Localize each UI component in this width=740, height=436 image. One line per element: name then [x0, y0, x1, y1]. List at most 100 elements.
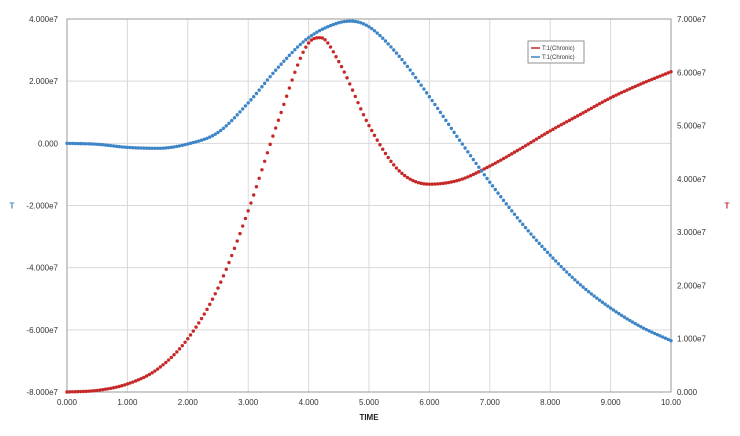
series-1-point	[312, 36, 316, 41]
series-1-point	[144, 374, 149, 378]
series-2-point	[416, 79, 421, 84]
series-2-point	[243, 104, 248, 108]
series-1-point	[562, 121, 566, 125]
series-2-point	[589, 292, 594, 296]
series-2-point	[543, 247, 547, 252]
series-1-point	[235, 239, 239, 243]
series-2-point	[570, 275, 574, 279]
series-2-point	[287, 53, 292, 58]
y-right-tick-label: 7.000e7	[677, 15, 706, 24]
series-1-point	[389, 159, 393, 164]
series-2-point	[499, 195, 503, 199]
series-2-point	[257, 88, 261, 92]
series-1-point	[70, 390, 75, 394]
series-1-point	[109, 386, 113, 390]
series-1-point	[392, 163, 396, 167]
series-1-point	[169, 355, 174, 360]
series-1-point	[586, 108, 591, 112]
series-1-point	[90, 389, 94, 393]
series-2-point	[186, 142, 190, 146]
series-2-point	[655, 332, 659, 337]
series-2-point	[628, 318, 632, 323]
series-1-point	[142, 375, 146, 380]
series-1-point	[394, 166, 399, 170]
series-2-point	[103, 143, 108, 147]
series-2-point	[666, 337, 670, 342]
series-1-point	[611, 94, 616, 99]
series-1-point	[641, 81, 646, 85]
series-2-point	[326, 25, 330, 29]
series-2-point	[455, 134, 459, 139]
series-2-point	[68, 141, 72, 146]
series-2-point	[230, 118, 234, 123]
series-2-point	[482, 173, 487, 177]
series-2-point	[518, 219, 522, 223]
series-1-point	[438, 181, 443, 186]
y-right-tick-label: 2.000e7	[677, 281, 706, 290]
series-1-point	[304, 45, 308, 49]
series-2-point	[90, 142, 94, 146]
series-2-point	[95, 142, 99, 146]
series-1-point	[529, 140, 533, 145]
series-2-point	[370, 26, 374, 31]
series-1-point	[350, 88, 355, 92]
series-1-point	[298, 56, 303, 61]
series-1-point	[589, 106, 594, 110]
y-left-tick-label: 4.000e7	[29, 15, 58, 24]
series-2-point	[435, 106, 440, 111]
series-2-point	[183, 142, 187, 147]
y-right-tick-label: 1.000e7	[677, 335, 706, 344]
series-1-point	[455, 179, 459, 183]
series-2-point	[235, 113, 239, 117]
series-1-point	[345, 76, 349, 80]
series-2-point	[282, 59, 286, 63]
series-1-point	[669, 70, 673, 74]
series-1-point	[150, 371, 154, 375]
x-tick-label: 1.000	[117, 398, 138, 407]
series-1-point	[136, 378, 141, 382]
series-2-point	[529, 232, 533, 236]
series-2-point	[136, 146, 141, 150]
series-2-point	[120, 145, 124, 149]
series-2-point	[92, 142, 97, 146]
series-1-point	[647, 78, 651, 83]
series-1-point	[370, 128, 374, 133]
series-1-point	[353, 94, 357, 99]
series-2-point	[490, 184, 495, 188]
series-1-point	[540, 134, 544, 138]
series-2-point	[262, 81, 267, 86]
legend-box	[527, 40, 585, 64]
series-2-point	[636, 323, 640, 327]
series-1-point	[655, 75, 659, 79]
series-1-point	[306, 41, 311, 45]
series-2-point	[117, 144, 121, 149]
series-1-point	[359, 107, 363, 111]
series-1-point	[650, 77, 654, 82]
series-2-point	[142, 146, 146, 150]
series-2-point	[468, 154, 473, 158]
y-right-tick-label: 4.000e7	[677, 175, 706, 184]
series-2-point	[334, 21, 338, 26]
x-axis-title: TIME	[359, 413, 379, 422]
series-1-point	[268, 142, 272, 147]
series-1-point	[433, 182, 437, 186]
series-2-point	[147, 146, 152, 150]
series-2-point	[597, 298, 602, 302]
series-1-point	[570, 117, 574, 121]
series-2-point	[427, 95, 432, 99]
series-1-point	[551, 127, 555, 132]
series-2-point	[367, 25, 371, 29]
series-2-point	[413, 75, 418, 80]
series-1-point	[254, 185, 259, 189]
x-tick-label: 8.000	[540, 398, 561, 407]
series-2-point	[122, 145, 127, 149]
series-2-point	[419, 83, 423, 87]
series-2-point	[364, 23, 368, 27]
series-1-point	[515, 148, 519, 153]
series-2-point	[359, 21, 363, 25]
series-1-point	[243, 216, 248, 221]
left-axis-title: T	[10, 202, 15, 211]
series-1-point	[381, 147, 385, 151]
series-1-point	[435, 182, 440, 186]
series-2-point	[273, 68, 278, 72]
